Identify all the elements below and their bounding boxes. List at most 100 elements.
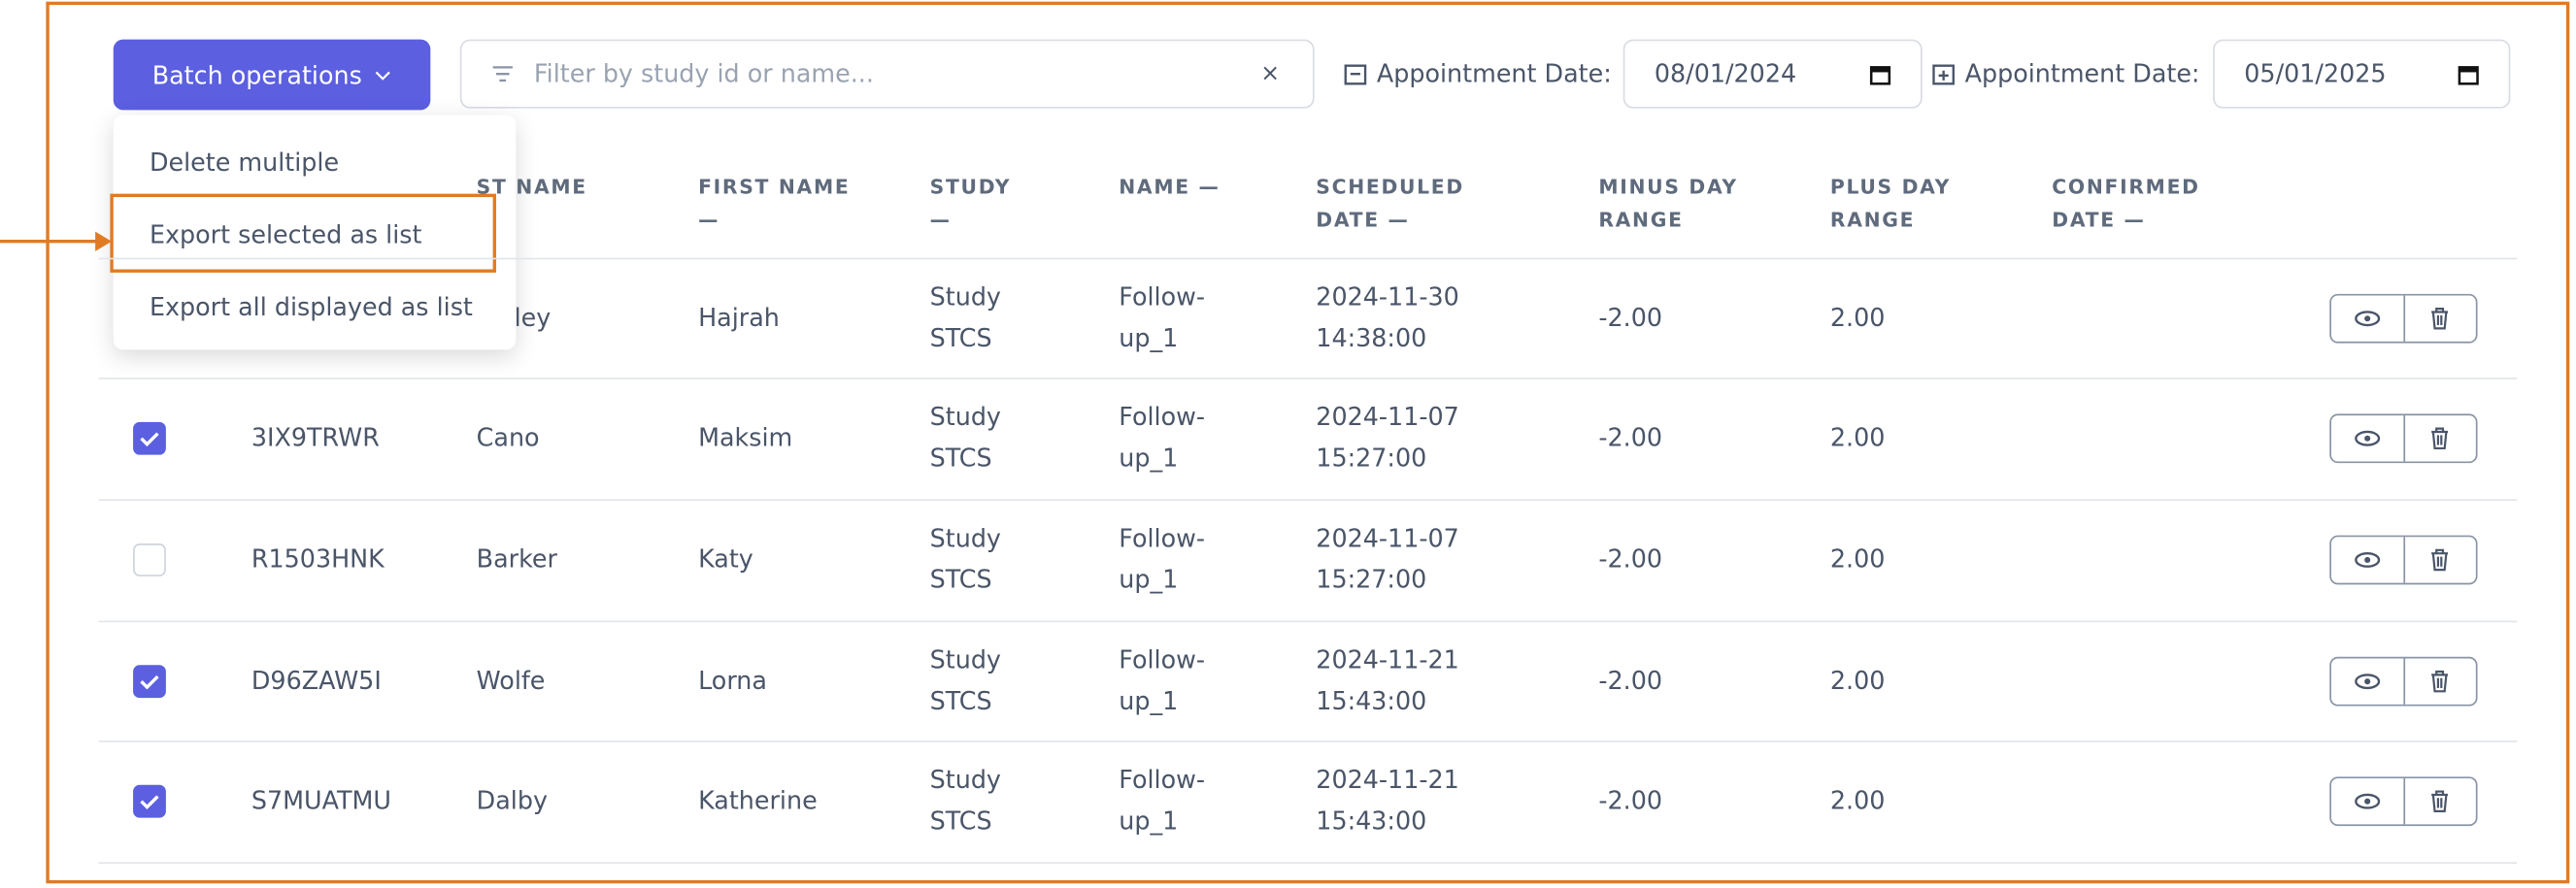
arrow xyxy=(0,231,113,251)
cell-plus: 2.00 xyxy=(1829,543,1886,575)
row-divider xyxy=(98,862,2518,864)
menu-item[interactable]: Export selected as list xyxy=(149,219,422,250)
cell-minus: -2.00 xyxy=(1598,785,1662,816)
delete-button[interactable] xyxy=(2404,778,2476,824)
cell-last: Cano xyxy=(476,422,540,453)
cell-minus: -2.00 xyxy=(1598,422,1662,453)
column-header: MINUS DAY RANGE xyxy=(1598,176,1738,232)
cell-study: Study STCS xyxy=(929,402,1001,474)
button-label: Batch operations xyxy=(151,59,362,90)
cell-id: S7MUATMU xyxy=(251,785,391,816)
date-input[interactable]: 08/01/2024 xyxy=(1623,39,1923,109)
row-actions xyxy=(2329,293,2478,344)
cell-plus: 2.00 xyxy=(1829,303,1886,333)
trash-icon xyxy=(2431,307,2449,330)
checkmark xyxy=(140,432,159,447)
checkbox[interactable] xyxy=(133,543,166,576)
calendar-icon xyxy=(1344,64,1367,85)
cell-plus: 2.00 xyxy=(1829,666,1886,696)
cell-id: D96ZAW5I xyxy=(251,666,382,696)
delete-button[interactable] xyxy=(2404,415,2476,461)
trash-icon xyxy=(2431,427,2449,450)
cell-last: ley xyxy=(514,303,552,333)
row-divider xyxy=(98,257,2518,260)
date-label: Appointment Date: xyxy=(1932,40,2200,109)
clear-icon[interactable]: × xyxy=(1260,60,1281,87)
row-divider xyxy=(98,740,2518,742)
highlight-frame xyxy=(46,1,2570,884)
column-header: SCHEDULED DATE — xyxy=(1316,176,1464,232)
view-button[interactable] xyxy=(2331,778,2405,825)
checkbox[interactable] xyxy=(133,421,166,455)
cell-first: Katherine xyxy=(698,785,818,816)
view-button[interactable] xyxy=(2331,295,2405,342)
placeholder: Filter by study id or name... xyxy=(533,58,874,89)
cell-plus: 2.00 xyxy=(1829,422,1886,453)
trash-icon xyxy=(2431,670,2449,693)
column-header: PLUS DAY RANGE xyxy=(1829,176,1952,232)
cell-plus: 2.00 xyxy=(1829,785,1886,816)
delete-button[interactable] xyxy=(2404,658,2476,704)
trash-icon xyxy=(2431,548,2449,572)
date-value: 08/01/2024 xyxy=(1654,58,1797,89)
cell-study: Study STCS xyxy=(929,282,1001,353)
highlight-box xyxy=(110,193,496,273)
delete-button[interactable] xyxy=(2404,537,2476,582)
label-text: Appointment Date: xyxy=(1376,58,1612,89)
filter-input[interactable]: Filter by study id or name... × xyxy=(459,39,1315,109)
chevron xyxy=(376,70,391,80)
row-divider xyxy=(98,378,2518,379)
cell-study: Study STCS xyxy=(929,523,1001,595)
cell-last: Barker xyxy=(476,543,557,575)
date-input[interactable]: 05/01/2025 xyxy=(2213,39,2511,109)
cell-name: Follow-up_1 xyxy=(1119,282,1206,353)
column-header: STUDY — xyxy=(929,176,1012,232)
eye-icon xyxy=(2354,793,2380,809)
view-button[interactable] xyxy=(2331,415,2405,462)
checkbox[interactable] xyxy=(133,784,166,818)
cell-first: Katy xyxy=(698,543,753,575)
cell-scheduled: 2024-11-07 15:27:00 xyxy=(1316,523,1459,595)
cell-study: Study STCS xyxy=(929,644,1001,716)
cell-scheduled: 2024-11-07 15:27:00 xyxy=(1316,402,1459,474)
row-actions xyxy=(2329,656,2478,707)
eye-icon xyxy=(2354,430,2380,446)
cell-name: Follow-up_1 xyxy=(1119,523,1206,595)
cell-minus: -2.00 xyxy=(1598,666,1662,696)
checkmark xyxy=(140,674,159,690)
cell-last: Dalby xyxy=(476,785,548,816)
calendar-icon xyxy=(2458,65,2479,84)
eye-icon xyxy=(2354,674,2380,690)
cell-first: Hajrah xyxy=(698,303,780,333)
row-actions xyxy=(2329,535,2478,585)
column-header: ST NAME xyxy=(476,176,587,199)
menu-item[interactable]: Delete multiple xyxy=(149,148,340,178)
calendar-icon xyxy=(1932,64,1955,85)
date-label: Appointment Date: xyxy=(1344,40,1612,109)
cell-last: Wolfe xyxy=(476,666,546,696)
row-divider xyxy=(98,620,2518,623)
cell-minus: -2.00 xyxy=(1598,303,1662,333)
filter-icon xyxy=(492,66,513,82)
cell-name: Follow-up_1 xyxy=(1119,765,1206,837)
eye-icon xyxy=(2354,311,2380,327)
cell-scheduled: 2024-11-30 14:38:00 xyxy=(1316,282,1459,353)
view-button[interactable] xyxy=(2331,658,2405,705)
view-button[interactable] xyxy=(2331,537,2405,583)
cell-first: Lorna xyxy=(698,666,767,696)
label-text: Appointment Date: xyxy=(1964,58,2200,89)
cell-study: Study STCS xyxy=(929,765,1001,837)
menu-item[interactable]: Export all displayed as list xyxy=(149,292,473,322)
checkbox[interactable] xyxy=(133,665,166,699)
trash-icon xyxy=(2431,790,2449,812)
delete-button[interactable] xyxy=(2404,296,2476,342)
column-header: CONFIRMED DATE — xyxy=(2052,176,2200,232)
cell-minus: -2.00 xyxy=(1598,543,1662,575)
calendar-icon xyxy=(1869,65,1891,84)
date-value: 05/01/2025 xyxy=(2244,58,2387,89)
column-header: FIRST NAME — xyxy=(698,176,851,232)
column-header: NAME — xyxy=(1119,176,1221,199)
batch-button[interactable]: Batch operations xyxy=(113,39,431,111)
cell-id: R1503HNK xyxy=(251,543,385,575)
